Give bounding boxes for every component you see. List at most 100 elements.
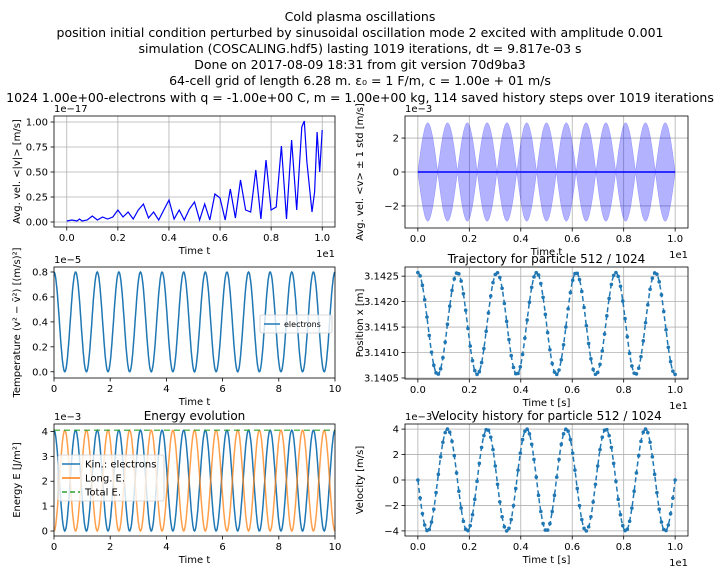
data-point [616, 497, 621, 502]
data-point [611, 461, 616, 466]
data-point [418, 274, 422, 278]
data-point [552, 370, 557, 374]
data-point [582, 305, 586, 310]
data-point [646, 430, 650, 435]
data-point [614, 270, 618, 275]
y-tick-label: 3.1415 [364, 323, 399, 334]
data-point [575, 486, 580, 491]
data-point [550, 509, 554, 514]
data-point [577, 503, 582, 508]
data-point [543, 312, 548, 317]
data-point [441, 440, 445, 445]
legend-label-2: Total E. [84, 488, 121, 499]
y-axis-label: Avg. vel. <|v|> [m/s] [12, 119, 23, 224]
suptitle-line-2: position initial condition perturbed by … [56, 25, 664, 40]
subplot-temperature: 0 2 4 6 8 10 0.0 0.2 0.4 0.6 0.8 Time t Temperature … [12, 247, 341, 408]
data-point [470, 358, 475, 363]
suptitle-line-1: Cold plasma oscillations [284, 9, 436, 24]
x-tick-label: 0.8 [263, 233, 279, 244]
data-point [443, 340, 447, 344]
data-point [498, 500, 502, 504]
data-point [452, 453, 457, 458]
data-point [502, 525, 507, 529]
x-axis-label: Time t [530, 247, 563, 258]
data-point [536, 273, 541, 277]
series-line [66, 120, 323, 223]
x-tick-label: 0 [51, 542, 57, 553]
data-point [659, 520, 664, 524]
data-point [513, 486, 518, 491]
data-point [554, 372, 559, 377]
data-point [459, 506, 463, 510]
data-point [479, 360, 484, 365]
x-tick-label: 0.8 [616, 542, 632, 553]
data-point [557, 457, 561, 462]
data-point [539, 281, 543, 286]
data-point [630, 364, 634, 368]
x-tick-label: 0.2 [461, 385, 477, 396]
plot-area [53, 270, 336, 373]
data-point [634, 471, 639, 475]
data-point [618, 512, 623, 517]
plot-area [417, 122, 676, 222]
data-point [450, 439, 454, 444]
legend-label: electrons [284, 320, 321, 329]
data-point [625, 334, 630, 339]
data-point [541, 521, 545, 526]
y-offset-text: 1e−3 [54, 412, 81, 423]
data-point [457, 489, 461, 494]
data-point [482, 433, 486, 438]
data-point [472, 368, 477, 373]
data-point [534, 475, 539, 479]
data-point [418, 496, 422, 500]
data-point [504, 319, 509, 324]
data-point [545, 528, 550, 532]
x-tick-label: 0.0 [410, 234, 426, 245]
data-point [525, 318, 529, 322]
subplot-avg-abs-velocity: 0.0 0.2 0.4 0.6 0.8 1.0 0.00 0.25 0.50 0.75 1.00 Ti… [12, 104, 336, 260]
x-tick-label: 4 [163, 542, 169, 553]
data-point [495, 482, 500, 487]
x-tick-label: 0.2 [110, 233, 126, 244]
data-point [564, 325, 568, 329]
data-point [443, 430, 447, 435]
data-point [502, 301, 507, 306]
axes-frame [53, 423, 336, 537]
data-point [634, 372, 639, 376]
data-point [459, 279, 463, 283]
data-point [520, 437, 525, 442]
y-tick-label: 0.75 [26, 143, 48, 154]
subplot-title: Velocity history for particle 512 / 1024 [431, 409, 661, 423]
x-tick-label: 0.0 [59, 233, 75, 244]
data-point [539, 509, 543, 514]
data-point [602, 332, 607, 336]
x-offset-text: 1e1 [316, 249, 335, 260]
legend: Kin.: electrons Long. E. Total E. [57, 454, 165, 502]
data-point [509, 353, 514, 358]
data-point [657, 280, 661, 284]
data-point [536, 493, 541, 498]
x-tick-label: 0.8 [616, 234, 632, 245]
data-point [611, 273, 616, 278]
y-tick-label: 0.0 [32, 367, 48, 378]
data-point [447, 304, 452, 308]
data-point [498, 275, 502, 280]
data-point [625, 527, 630, 531]
plot-area [416, 427, 677, 533]
x-tick-label: 0.2 [461, 542, 477, 553]
data-point [491, 447, 495, 452]
data-point [438, 455, 443, 459]
x-axis-label: Time t [178, 397, 211, 408]
y-tick-label: −2 [384, 501, 399, 512]
data-point [504, 529, 509, 533]
data-point [427, 333, 432, 338]
data-point [548, 347, 552, 352]
y-tick-label: 3.1410 [364, 348, 399, 359]
data-point [643, 427, 648, 431]
y-tick-label: 2 [393, 450, 399, 461]
x-tick-label: 0.4 [513, 385, 529, 396]
y-tick-label: 0.2 [32, 342, 48, 353]
data-point [507, 337, 511, 342]
data-point [598, 362, 602, 367]
data-point [589, 356, 593, 361]
